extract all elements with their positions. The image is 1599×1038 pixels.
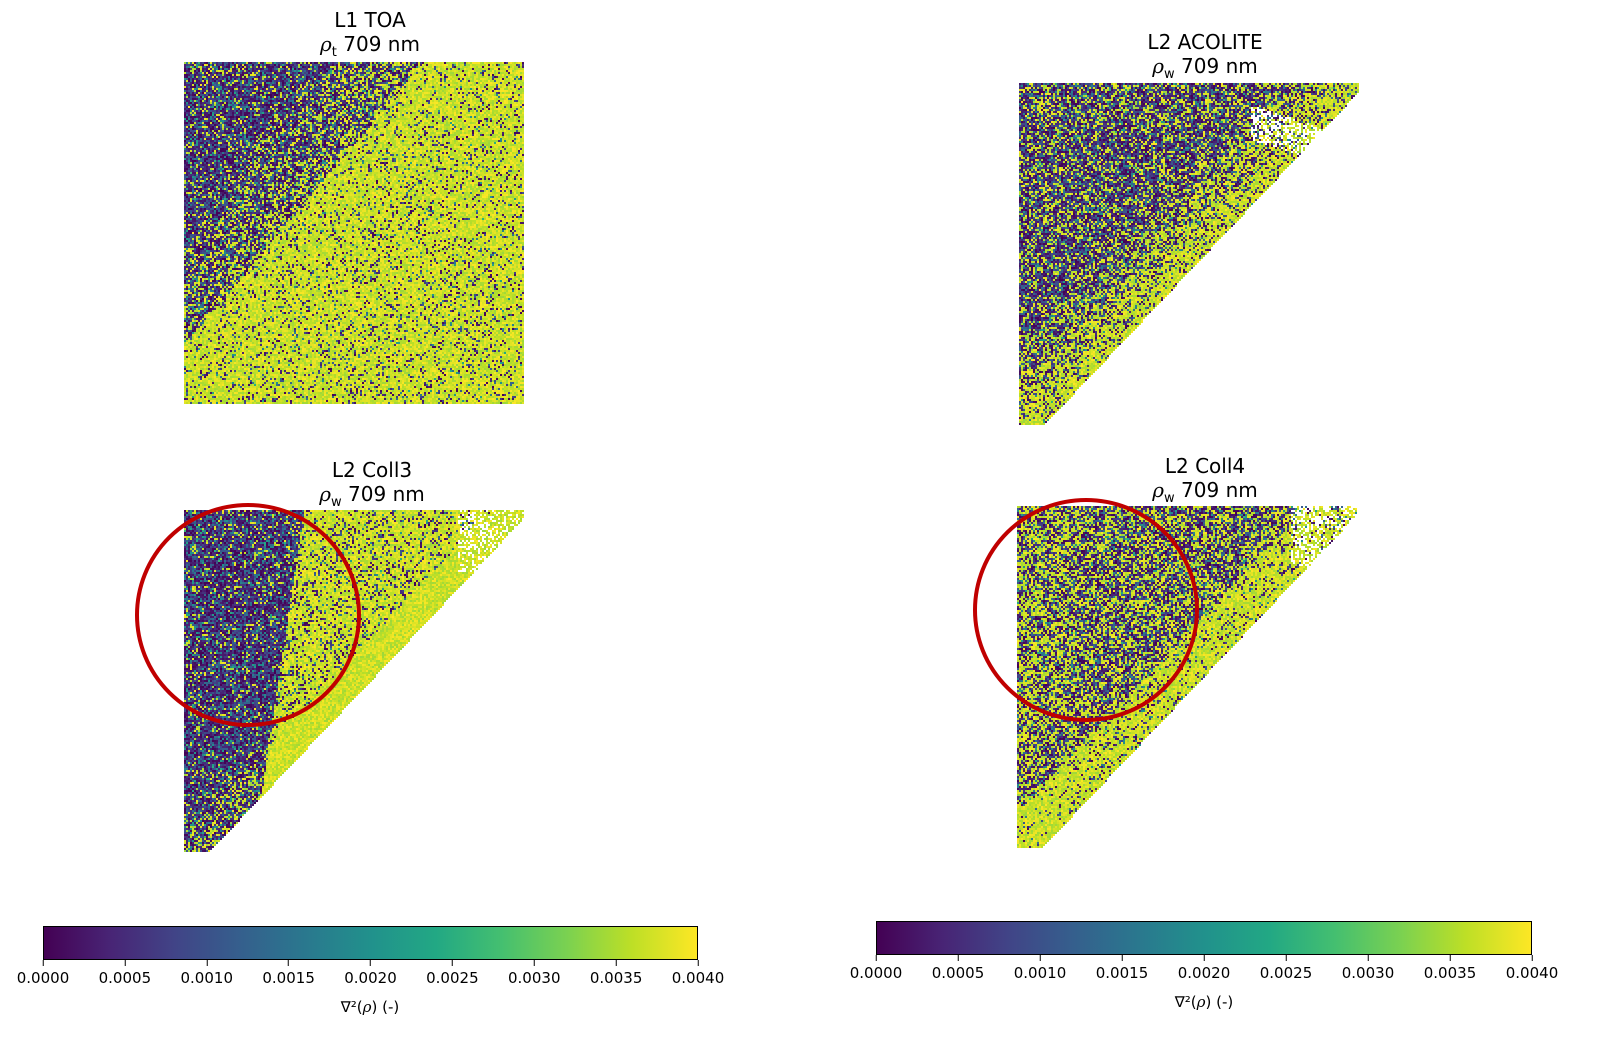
- colorbar-tick: 0.0005: [99, 960, 152, 987]
- colorbar-left-label: ∇²(ρ) (-): [341, 998, 399, 1016]
- colorbar-tick: 0.0040: [1506, 955, 1559, 982]
- colorbar-tick: 0.0015: [262, 960, 315, 987]
- image-l1-toa: [184, 62, 524, 404]
- annotation-ellipse: [973, 498, 1199, 722]
- image-l2-coll3: [184, 510, 524, 852]
- rho-subscript: w: [1164, 67, 1175, 82]
- panel-title-main: L1 TOA: [334, 8, 406, 32]
- colorbar-tick: 0.0005: [932, 955, 985, 982]
- colorbar-left: [43, 926, 698, 960]
- colorbar-tick: 0.0040: [672, 960, 725, 987]
- panel-subtitle: ρw 709 nm: [319, 482, 424, 515]
- panel-title-main: L2 Coll4: [1164, 454, 1246, 478]
- rho-subscript: w: [1164, 491, 1175, 506]
- panel-title-l2-coll3: L2 Coll3 ρw 709 nm: [319, 458, 424, 515]
- rho-symbol: ρ: [320, 32, 332, 56]
- colorbar-tick: 0.0035: [1424, 955, 1477, 982]
- colorbar-tick: 0.0025: [426, 960, 479, 987]
- band-label: 709 nm: [343, 32, 420, 56]
- colorbar-tick: 0.0030: [1342, 955, 1395, 982]
- colorbar-tick: 0.0020: [1178, 955, 1231, 982]
- panel-title-l2-coll4: L2 Coll4 ρw 709 nm: [1152, 454, 1257, 511]
- panel-title-l1-toa: L1 TOA ρt 709 nm: [320, 8, 420, 65]
- colorbar-right: [876, 921, 1532, 955]
- image-l2-acolite: [1019, 83, 1359, 425]
- label-suffix: ) (-): [1205, 993, 1234, 1011]
- panel-subtitle: ρw 709 nm: [1147, 54, 1262, 87]
- rho-subscript: w: [331, 495, 342, 510]
- colorbar-right-ticks: 0.0000 0.0005 0.0010 0.0015 0.0020 0.0025 0.00…: [850, 955, 1559, 985]
- colorbar-tick: 0.0020: [344, 960, 397, 987]
- colorbar-tick: 0.0035: [590, 960, 643, 987]
- panel-title-main: L2 ACOLITE: [1147, 30, 1263, 54]
- annotation-ellipse: [135, 503, 361, 727]
- colorbar-left-ticks: 0.0000 0.0005 0.0010 0.0015 0.0020 0.0025 0.00…: [17, 960, 725, 990]
- colorbar-tick: 0.0000: [17, 960, 70, 987]
- band-label: 709 nm: [1181, 478, 1258, 502]
- label-suffix: ) (-): [371, 998, 400, 1016]
- rho-subscript: t: [331, 45, 337, 60]
- rho-symbol: ρ: [1152, 478, 1165, 502]
- colorbar-tick: 0.0010: [181, 960, 234, 987]
- annotation-circle-coll3: [135, 503, 361, 727]
- band-label: 709 nm: [348, 482, 425, 506]
- band-label: 709 nm: [1181, 54, 1258, 78]
- panel-subtitle: ρw 709 nm: [1152, 478, 1257, 511]
- label-prefix: ∇²(: [340, 998, 363, 1016]
- panel-subtitle: ρt 709 nm: [320, 32, 420, 65]
- colorbar-tick: 0.0025: [1260, 955, 1313, 982]
- label-prefix: ∇²(: [1174, 993, 1197, 1011]
- colorbar-tick: 0.0000: [850, 955, 903, 982]
- colorbar-tick: 0.0030: [508, 960, 561, 987]
- label-symbol: ρ: [1196, 993, 1206, 1011]
- colorbar-tick: 0.0010: [1014, 955, 1067, 982]
- label-symbol: ρ: [362, 998, 372, 1016]
- colorbar-tick: 0.0015: [1096, 955, 1149, 982]
- rho-symbol: ρ: [319, 482, 332, 506]
- annotation-circle-coll4: [973, 498, 1199, 722]
- colorbar-right-label: ∇²(ρ) (-): [1175, 993, 1233, 1011]
- panel-title-main: L2 Coll3: [331, 458, 413, 482]
- rho-symbol: ρ: [1152, 54, 1165, 78]
- panel-title-l2-acolite: L2 ACOLITE ρw 709 nm: [1147, 30, 1262, 87]
